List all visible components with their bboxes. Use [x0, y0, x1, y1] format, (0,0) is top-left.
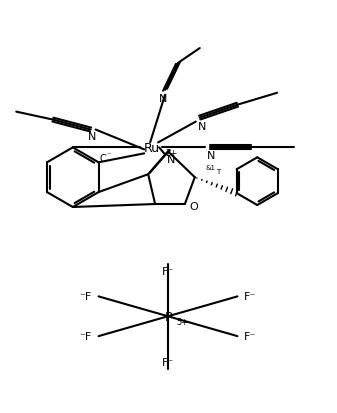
- Text: C: C: [99, 154, 106, 164]
- Text: T: T: [216, 169, 221, 175]
- Text: Ru: Ru: [144, 142, 160, 154]
- Text: ⁻: ⁻: [106, 150, 111, 159]
- Text: 5+: 5+: [176, 317, 188, 326]
- Text: N: N: [87, 132, 96, 142]
- Text: P: P: [164, 310, 172, 323]
- Text: &1: &1: [206, 165, 216, 171]
- Text: 2+: 2+: [165, 149, 177, 157]
- Text: ⁻F: ⁻F: [80, 292, 92, 301]
- Text: F⁻: F⁻: [162, 357, 174, 367]
- Text: N: N: [207, 151, 215, 161]
- Text: N: N: [159, 93, 167, 104]
- Text: O: O: [189, 202, 198, 211]
- Text: F⁻: F⁻: [162, 266, 174, 276]
- Text: ⁻F: ⁻F: [80, 331, 92, 341]
- Text: N: N: [197, 121, 206, 131]
- Text: F⁻: F⁻: [244, 292, 256, 301]
- Text: F⁻: F⁻: [244, 331, 256, 341]
- Text: N: N: [167, 155, 175, 165]
